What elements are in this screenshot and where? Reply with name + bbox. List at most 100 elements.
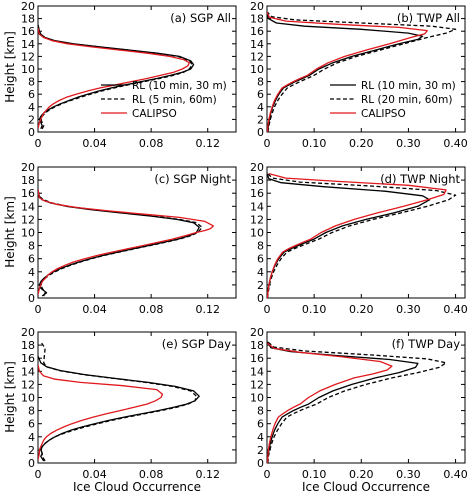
- panel-title: (e) SGP Day: [162, 337, 231, 351]
- series-line-3: [267, 12, 428, 132]
- y-tick-label: 12: [21, 50, 35, 63]
- x-tick-label: 0.04: [82, 303, 107, 316]
- y-tick-label: 4: [28, 266, 35, 279]
- x-tick-label: 0.30: [396, 468, 421, 481]
- y-tick-label: 12: [250, 50, 264, 63]
- x-tick-label: 0: [264, 468, 271, 481]
- y-tick-label: 6: [28, 88, 35, 101]
- y-tick-label: 0: [257, 126, 264, 139]
- y-tick-label: 20: [21, 326, 35, 339]
- y-tick-label: 0: [28, 292, 35, 305]
- series-line-1: [267, 341, 419, 463]
- plot-frame: [37, 331, 237, 464]
- x-tick-label: 0.12: [195, 137, 220, 150]
- legend-label: RL (10 min, 30 m): [361, 80, 456, 92]
- legend: RL (10 min, 30 m) RL (5 min, 60m) CALIPSO: [101, 80, 227, 120]
- series-line-3: [38, 364, 164, 460]
- panel-title: (c) SGP Night: [154, 172, 231, 186]
- x-tick-label: 0: [35, 303, 42, 316]
- y-tick-label: 8: [28, 405, 35, 418]
- y-tick-label: 14: [250, 200, 264, 213]
- series-line-2: [267, 11, 457, 132]
- y-tick-label: 16: [250, 25, 264, 38]
- y-tick-label: 10: [21, 227, 35, 240]
- y-tick-label: 0: [257, 457, 264, 470]
- y-tick-label: 18: [21, 339, 35, 352]
- series-group: [38, 341, 200, 462]
- x-tick-label: 0.40: [443, 468, 468, 481]
- series-group: [38, 24, 195, 130]
- x-tick-label: 0.10: [302, 137, 327, 150]
- y-tick-label: 18: [250, 339, 264, 352]
- x-axis-label-left: Ice Cloud Occurrence: [73, 480, 201, 494]
- y-tick-label: 2: [28, 113, 35, 126]
- y-tick-label: 16: [21, 352, 35, 365]
- panel-title: (d) TWP Night: [380, 172, 460, 186]
- y-tick-label: 6: [257, 418, 264, 431]
- plot-frame: [266, 5, 466, 133]
- y-tick-label: 2: [257, 444, 264, 457]
- y-tick-label: 4: [257, 266, 264, 279]
- y-tick-label: 8: [257, 76, 264, 89]
- legend-label: RL (5 min, 60m): [132, 94, 217, 106]
- y-tick-label: 6: [257, 253, 264, 266]
- series-group: [267, 11, 457, 132]
- y-tick-label: 0: [28, 126, 35, 139]
- y-tick-label: 6: [28, 253, 35, 266]
- y-tick-label: 16: [250, 352, 264, 365]
- y-tick-label: 8: [257, 405, 264, 418]
- y-tick-label: 2: [257, 279, 264, 292]
- y-tick-label: 10: [21, 392, 35, 405]
- y-tick-label: 10: [250, 63, 264, 76]
- y-tick-label: 12: [21, 213, 35, 226]
- y-tick-label: 12: [21, 378, 35, 391]
- x-tick-label: 0.40: [443, 137, 468, 150]
- y-tick-label: 14: [21, 38, 35, 51]
- y-tick-label: 14: [21, 365, 35, 378]
- y-tick-label: 6: [257, 88, 264, 101]
- x-tick-label: 0.30: [396, 137, 421, 150]
- series-line-3: [267, 172, 447, 298]
- x-tick-label: 0.08: [139, 468, 164, 481]
- x-tick-label: 0: [264, 303, 271, 316]
- x-tick-label: 0.40: [443, 303, 468, 316]
- legend-label: RL (20 min, 60m): [361, 94, 452, 106]
- x-tick-label: 0.12: [195, 468, 220, 481]
- y-tick-label: 16: [21, 187, 35, 200]
- series-line-2: [267, 341, 447, 463]
- y-axis-label-row-1: Height [km]: [3, 31, 17, 102]
- y-tick-label: 18: [250, 13, 264, 26]
- x-tick-label: 0.30: [396, 303, 421, 316]
- legend-label: CALIPSO: [132, 108, 177, 120]
- legend-label: CALIPSO: [361, 108, 406, 120]
- x-tick-label: 0.10: [302, 468, 327, 481]
- x-tick-label: 0.08: [139, 303, 164, 316]
- y-tick-label: 10: [250, 392, 264, 405]
- y-tick-label: 18: [21, 174, 35, 187]
- y-tick-label: 4: [28, 101, 35, 114]
- y-axis-label-row-2: Height [km]: [3, 196, 17, 267]
- y-tick-label: 18: [21, 13, 35, 26]
- y-tick-label: 8: [28, 76, 35, 89]
- y-tick-label: 10: [21, 63, 35, 76]
- x-tick-label: 0.08: [139, 137, 164, 150]
- series-line-3: [38, 27, 190, 129]
- y-tick-label: 8: [28, 240, 35, 253]
- y-tick-label: 12: [250, 213, 264, 226]
- x-tick-label: 0.12: [195, 303, 220, 316]
- x-axis-label-right: Ice Cloud Occurrence: [302, 480, 430, 494]
- y-tick-label: 20: [21, 0, 35, 13]
- y-tick-label: 10: [250, 227, 264, 240]
- y-tick-label: 20: [250, 161, 264, 174]
- x-tick-label: 0.04: [82, 137, 107, 150]
- y-tick-label: 4: [257, 431, 264, 444]
- y-tick-label: 20: [250, 0, 264, 13]
- plot-frame: [266, 166, 466, 299]
- legend-label: RL (10 min, 30 m): [132, 80, 227, 92]
